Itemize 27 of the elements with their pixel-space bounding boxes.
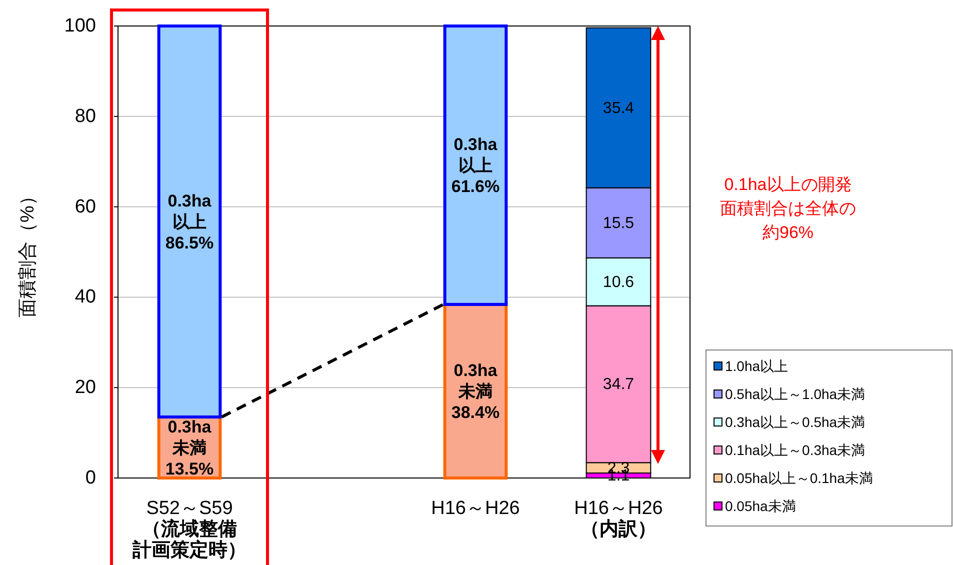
legend-label: 0.5ha以上～1.0ha未満 (725, 386, 866, 402)
legend-label: 1.0ha以上 (725, 358, 788, 374)
y-tick-label: 60 (74, 196, 96, 218)
y-tick-label: 100 (64, 16, 96, 36)
y-tick-label: 40 (74, 286, 96, 308)
y-tick-label: 80 (74, 106, 96, 127)
y-tick-label: 20 (74, 377, 96, 398)
text: 0.1ha以上の開発面積割合は全体の約96% (720, 175, 856, 242)
x-tick-label: H16～H26 (431, 498, 520, 519)
x-tick-label: S52～S59（流域整備計画策定時） (132, 498, 246, 561)
bar (157, 24, 222, 418)
bar (443, 24, 508, 306)
data-label: 15.5 (602, 214, 634, 232)
legend-label: 0.05ha以上～0.1ha未満 (725, 470, 873, 486)
data-label: 0.3ha 未満 13.5% (165, 416, 214, 478)
data-label: 10.6 (602, 273, 634, 290)
y-axis-title: 面積割合（%） (18, 186, 38, 318)
data-label: 34.7 (602, 376, 634, 393)
x-tick-label: H16～H26（内訳） (574, 498, 663, 540)
data-label: 0.3ha 以上 86.5% (165, 190, 214, 252)
y-tick-label: 0 (85, 468, 96, 488)
legend-label: 0.1ha以上～0.3ha未満 (725, 442, 866, 458)
data-label: 0.3ha 以上 61.6% (451, 134, 500, 196)
data-label: 0.3ha 未満 38.4% (451, 360, 500, 422)
legend-label: 0.3ha以上～0.5ha未満 (725, 414, 866, 430)
legend-label: 0.05ha未満 (725, 498, 796, 514)
data-label: 35.4 (602, 99, 634, 116)
